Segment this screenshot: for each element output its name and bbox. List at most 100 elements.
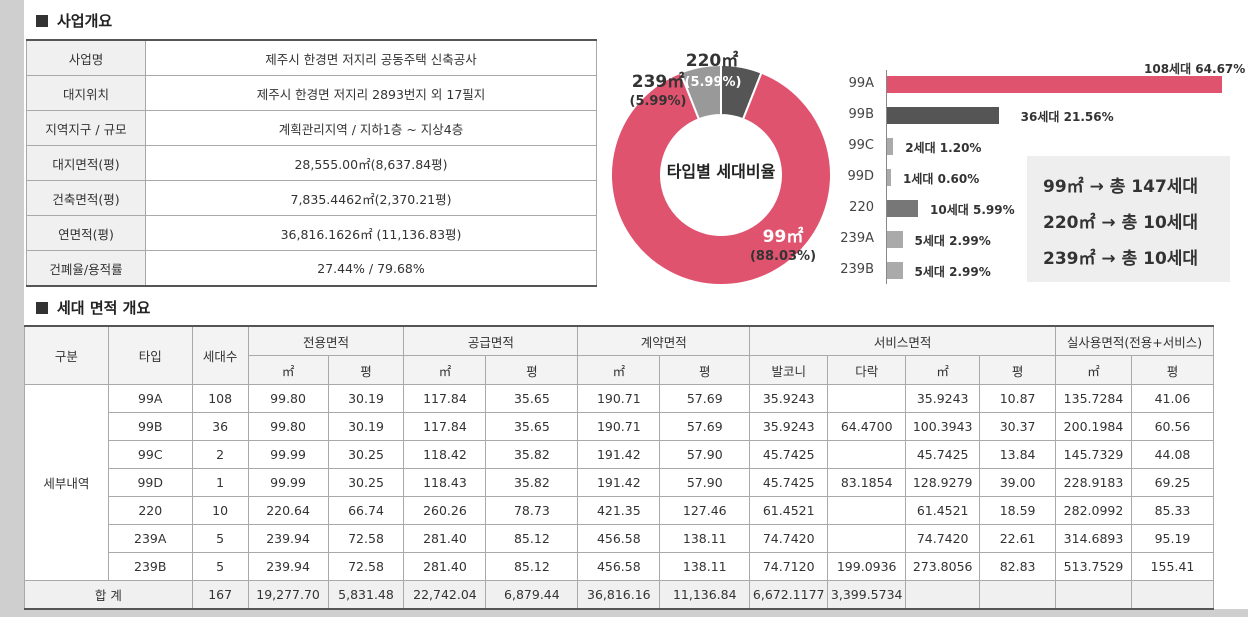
table-row: 220 10 220.64 66.74 260.26 78.73 421.35 127.46 6… [25,496,1215,525]
summary-line-220: 220㎡ → 총 10세대 [1043,213,1199,233]
bar-value-label: 108세대 64.67% [1144,62,1246,76]
header-type: 타입 [107,325,193,385]
bar-category-label: 239B [840,262,874,277]
bar-row: 220 10세대 5.99% [840,198,1240,218]
table-cell: 117.84 [403,412,487,441]
total-cell: 22,742.04 [403,580,487,610]
table-cell: 83.1854 [827,468,907,497]
table-cell: 35.65 [485,384,579,413]
table-cell [827,524,907,553]
table-cell: 61.4521 [749,496,829,525]
table-cell: 513.7529 [1055,552,1132,581]
overview-row: 지역지구 / 규모 계획관리지역 / 지하1층 ~ 지상4층 [26,110,597,146]
donut-label-99: 99㎡ (88.03%) [746,228,820,266]
table-cell: 99.80 [247,412,329,441]
table-cell: 421.35 [577,496,661,525]
total-cell [979,580,1057,610]
overview-label: 연면적(평) [26,215,146,251]
bar [887,138,894,155]
table-cell: 99B [107,412,193,441]
table-row: 99B 36 99.80 30.19 117.84 35.65 190.71 57.69 35.… [25,412,1215,441]
table-cell: 199.0936 [827,552,907,581]
table-cell: 35.9243 [749,384,829,413]
overview-label: 대지면적(평) [26,145,146,181]
table-cell: 57.90 [659,468,751,497]
subheader-cell: 발코니 [749,355,829,385]
bar-row: 99A 108세대 64.67% [840,62,1245,94]
table-cell: 10.87 [979,384,1057,413]
table-cell: 22.61 [979,524,1057,553]
table-cell: 13.84 [979,440,1057,469]
overview-row: 사업명 제주시 한경면 저지리 공동주택 신축공사 [26,39,597,76]
bar-row: 239B 5세대 2.99% [840,260,1240,280]
table-cell: 117.84 [403,384,487,413]
table-cell: 1 [191,468,249,497]
bar-category-label: 99C [848,138,874,153]
total-cell: 3,399.5734 [827,580,907,610]
table-cell [827,496,907,525]
square-bullet-icon [36,301,48,314]
table-cell: 18.59 [979,496,1057,525]
table-cell [827,440,907,469]
donut-label-99-pct: (88.03%) [749,249,817,264]
donut-chart [610,64,832,286]
table-cell: 99A [107,384,193,413]
table-cell: 30.25 [327,468,405,497]
subheader-cell: ㎡ [1055,355,1132,385]
overview-label: 건폐율/용적률 [26,250,146,287]
header-contract: 계약면적 [577,325,751,356]
table-cell: 135.7284 [1055,384,1132,413]
header-supply: 공급면적 [403,325,579,356]
table-cell: 72.58 [327,524,405,553]
bar-chart-axis [886,70,887,284]
donut-center-label: 타입별 세대비율 [666,162,776,181]
table-cell: 30.19 [327,412,405,441]
total-cell: 6,672.1177 [749,580,829,610]
table-cell: 30.19 [327,384,405,413]
overview-row: 연면적(평) 36,816.1626㎡ (11,136.83평) [26,215,597,251]
table-cell: 239B [107,552,193,581]
table-row: 99D 1 99.99 30.25 118.43 35.82 191.42 57.90 45.7… [25,468,1215,497]
overview-row: 건폐율/용적률 27.44% / 79.68% [26,250,597,287]
bar-row: 239A 5세대 2.99% [840,229,1240,249]
total-cell [1130,580,1215,610]
donut-label-220: 220㎡ [682,52,742,71]
overview-row: 대지면적(평) 28,555.00㎡(8,637.84평) [26,145,597,181]
overview-value: 27.44% / 79.68% [145,250,597,287]
table-cell: 281.40 [403,552,487,581]
bar-category-label: 239A [840,231,874,246]
table-cell: 57.69 [659,412,751,441]
subheader-cell: 평 [659,355,751,385]
bar-value-label: 10세대 5.99% [930,203,1015,217]
bar [887,107,999,124]
table-cell: 239A [107,524,193,553]
row-group-label: 세부내역 [24,384,109,581]
table-cell: 85.12 [485,552,579,581]
header-category: 구분 [24,325,109,385]
bar-category-label: 99A [848,76,874,91]
bar [887,76,1222,93]
table-cell: 108 [191,384,249,413]
bar-value-label: 5세대 2.99% [914,265,991,279]
table-cell: 35.82 [485,440,579,469]
table-cell: 191.42 [577,468,661,497]
table-cell: 99.99 [247,440,329,469]
bar [887,169,891,186]
donut-label-239-name: 239㎡ [631,72,685,92]
overview-value: 제주시 한경면 저지리 2893번지 외 17필지 [145,75,597,111]
overview-value: 7,835.4462㎡(2,370.21평) [145,180,597,216]
overview-table: 사업명 제주시 한경면 저지리 공동주택 신축공사 대지위치 제주시 한경면 저지리 … [26,39,597,287]
table-cell: 5 [191,552,249,581]
table-cell: 191.42 [577,440,661,469]
table-row: 세부내역 99A 108 99.80 30.19 117.84 35.65 190.71 57.… [24,384,1215,581]
donut-label-239: 239㎡ (5.99%) [628,73,688,111]
table-cell: 99.99 [247,468,329,497]
table-cell: 30.25 [327,440,405,469]
total-cell: 5,831.48 [327,580,405,610]
subheader-cell: ㎡ [905,355,981,385]
table-cell: 220.64 [247,496,329,525]
bar-category-label: 99D [847,169,874,184]
total-row: 합 계 167 19,277.70 5,831.48 22,742.04 6,879.44… [24,580,1215,610]
overview-value: 계획관리지역 / 지하1층 ~ 지상4층 [145,110,597,146]
header-exclusive: 전용면적 [247,325,405,356]
